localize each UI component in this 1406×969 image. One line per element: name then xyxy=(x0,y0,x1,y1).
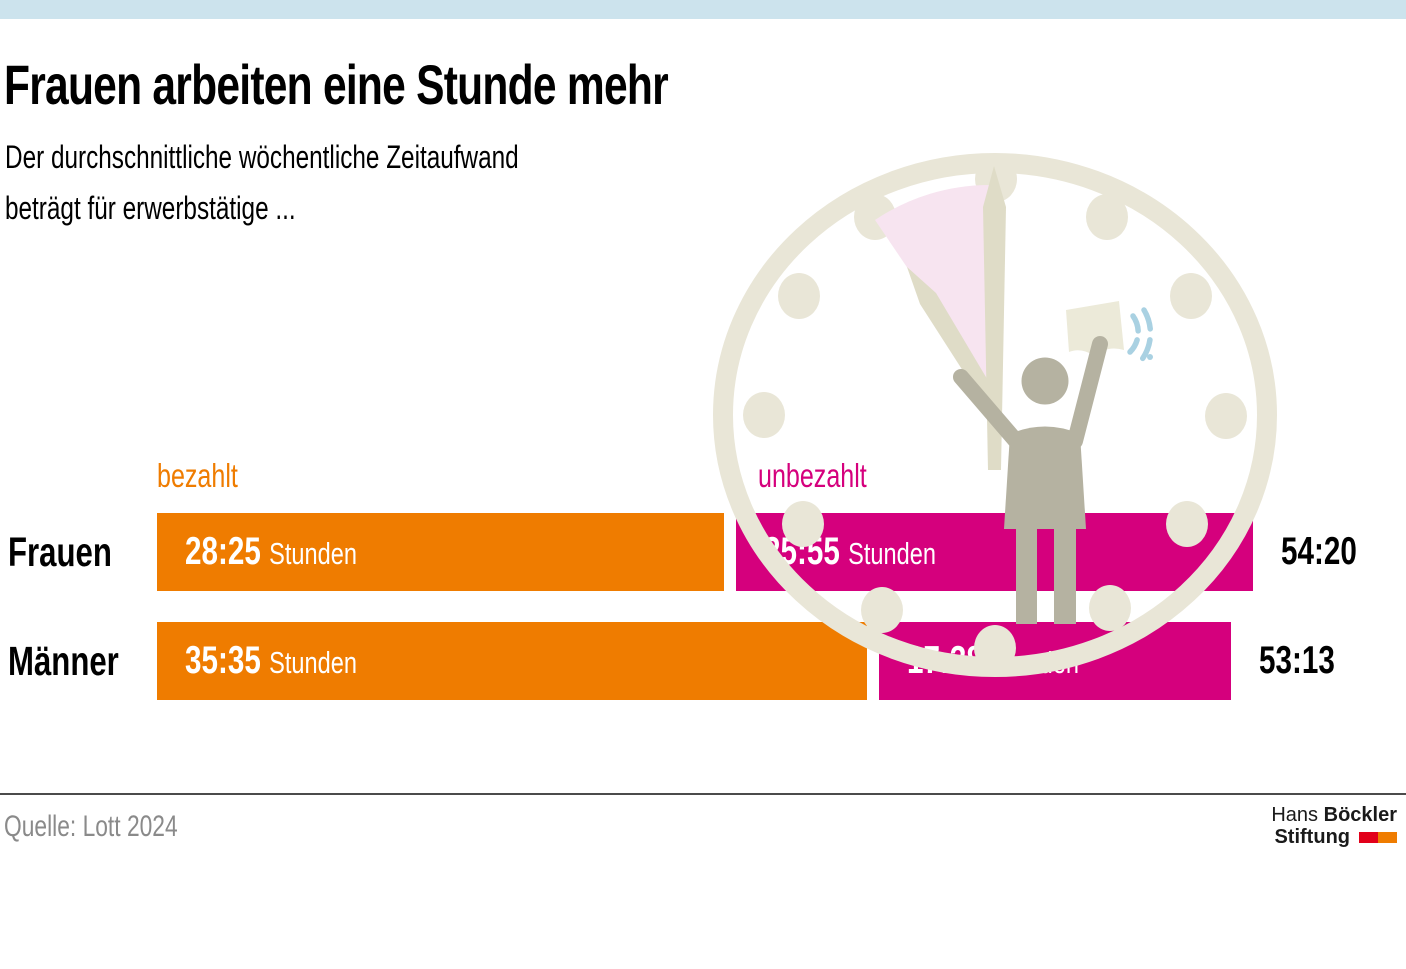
clock-hour-dots xyxy=(743,156,1247,671)
total-maenner: 53:13 xyxy=(1259,639,1335,682)
clock-hour-hand xyxy=(983,166,1006,470)
category-label-maenner: Männer xyxy=(8,637,119,684)
total-frauen: 54:20 xyxy=(1281,530,1357,573)
source-note: Quelle: Lott 2024 xyxy=(4,810,178,843)
subtitle-line-2: beträgt für erwerbstätige ... xyxy=(5,190,296,226)
clock-minute-hand xyxy=(907,267,1002,413)
hans-boeckler-stiftung-logo: Hans Böckler Stiftung xyxy=(1271,804,1397,848)
bar-value-label: 28:25 Stunden xyxy=(185,530,357,573)
page-subtitle: Der durchschnittliche wöchentliche Zeita… xyxy=(5,132,681,234)
bar-maenner-bezahlt: 35:35 Stunden xyxy=(157,622,867,700)
clock-ring xyxy=(713,153,1277,677)
logo-orange-square xyxy=(1378,831,1397,843)
bar-value-label: 35:35 Stunden xyxy=(185,639,357,682)
bar-frauen-unbezahlt: 25:55 Stunden xyxy=(736,513,1253,591)
subtitle-line-1: Der durchschnittliche wöchentliche Zeita… xyxy=(5,139,519,175)
logo-line-1: Hans Böckler xyxy=(1271,804,1397,826)
legend-label-paid: bezahlt xyxy=(157,457,238,494)
bar-maenner-unbezahlt: 17:38 Stunden xyxy=(879,622,1231,700)
clock-time-wedge xyxy=(875,184,990,390)
category-label-frauen: Frauen xyxy=(8,528,112,575)
logo-line-2: Stiftung xyxy=(1271,826,1397,848)
page-title-text: Frauen arbeiten eine Stunde mehr xyxy=(4,53,669,116)
bar-row-frauen: 28:25 Stunden 25:55 Stunden 54:20 xyxy=(157,513,1406,591)
figure-head xyxy=(1021,357,1069,405)
page-title: Frauen arbeiten eine Stunde mehr xyxy=(4,52,878,117)
bar-row-maenner: 35:35 Stunden 17:38 Stunden 53:13 xyxy=(157,622,1406,700)
paper-note xyxy=(1066,301,1124,356)
legend-label-unpaid: unbezahlt xyxy=(758,457,867,494)
motion-arcs xyxy=(1127,307,1154,365)
logo-red-square xyxy=(1359,831,1378,843)
bar-value-label: 17:38 Stunden xyxy=(907,639,1079,682)
bar-value-label: 25:55 Stunden xyxy=(764,530,936,573)
figure-arms xyxy=(953,336,1108,449)
footer-divider xyxy=(0,793,1406,795)
top-accent-bar xyxy=(0,0,1406,19)
bar-frauen-bezahlt: 28:25 Stunden xyxy=(157,513,724,591)
